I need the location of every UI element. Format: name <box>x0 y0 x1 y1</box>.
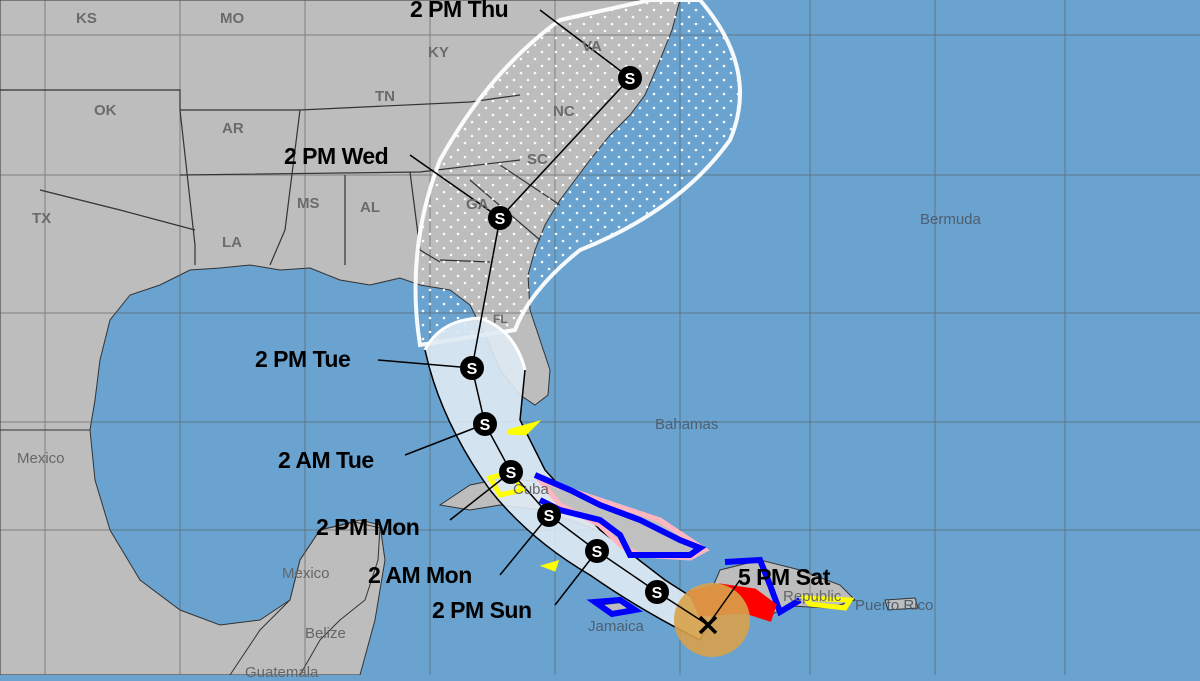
forecast-label-2pm-sun: 2 PM Sun <box>432 597 532 623</box>
tropical-storm-watch-keys <box>507 420 542 436</box>
tropical-storm-s-icon: S <box>537 503 561 527</box>
tropical-storm-watch-pr <box>799 595 855 611</box>
tropical-storm-s-icon: S <box>460 356 484 380</box>
storm-symbol-text: S <box>467 361 478 378</box>
tropical-storm-warning-hispaniola <box>724 556 802 617</box>
forecast-label-2pm-thu: 2 PM Thu <box>410 0 509 22</box>
tropical-storm-s-icon: S <box>499 460 523 484</box>
state-label-ar: AR <box>222 120 244 137</box>
forecast-label-2pm-mon: 2 PM Mon <box>316 514 420 540</box>
place-label-republic: Republic <box>783 588 842 605</box>
forecast-cone-outer <box>413 0 742 348</box>
state-label-sc: SC <box>527 151 548 168</box>
place-label-mexico-yucatan: Mexico <box>282 565 330 582</box>
storm-symbol-text: S <box>625 71 636 88</box>
tropical-storm-warning-cuba <box>533 472 707 558</box>
forecast-label-2pm-tue: 2 PM Tue <box>255 346 351 372</box>
place-label-jamaica: Jamaica <box>588 618 644 635</box>
state-label-tn: TN <box>375 88 395 105</box>
tropical-storm-s-icon: S <box>473 412 497 436</box>
state-label-fl: FL <box>493 312 508 326</box>
storm-symbol-text: S <box>652 585 663 602</box>
tropical-storm-s-icon: S <box>585 539 609 563</box>
state-label-ks: KS <box>76 10 97 27</box>
state-label-ok: OK <box>94 102 117 119</box>
place-label-puerto-rico: Puerto Rico <box>855 597 934 614</box>
place-label-belize: Belize <box>305 625 346 642</box>
place-label-mexico: Mexico <box>17 450 65 467</box>
state-label-va: VA <box>582 38 602 55</box>
state-label-nc: NC <box>553 103 575 120</box>
state-label-ga: GA <box>466 196 489 213</box>
tropical-storm-s-icon: S <box>618 66 642 90</box>
state-label-al: AL <box>360 199 380 216</box>
tropical-storm-s-icon: S <box>645 580 669 604</box>
tropical-storm-watch-cayman <box>539 559 560 572</box>
place-label-guatemala: Guatemala <box>245 664 319 681</box>
storm-symbol-text: S <box>544 508 555 525</box>
state-label-mo: MO <box>220 10 245 27</box>
state-label-la: LA <box>222 234 242 251</box>
state-label-tx: TX <box>32 210 52 227</box>
forecast-label-2am-tue: 2 AM Tue <box>278 447 374 473</box>
state-label-ms: MS <box>297 195 320 212</box>
storm-symbol-text: S <box>592 544 603 561</box>
tropical-storm-s-icon: S <box>488 206 512 230</box>
place-label-bermuda: Bermuda <box>920 211 981 228</box>
puerto-rico-landmass <box>884 597 919 611</box>
current-position-x-icon <box>698 615 718 635</box>
storm-symbol-text: S <box>480 417 491 434</box>
place-label-bahamas: Bahamas <box>655 416 719 433</box>
label-leader-lines <box>377 9 741 626</box>
storm-symbol-text: S <box>495 211 506 228</box>
forecast-label-2am-mon: 2 AM Mon <box>368 562 472 588</box>
storm-symbol-text: S <box>506 465 517 482</box>
forecast-label-2pm-wed: 2 PM Wed <box>284 143 389 169</box>
forecast-cone-white-edge <box>423 316 527 371</box>
place-label-cuba: Cuba <box>513 481 549 498</box>
tropical-storm-warning-jamaica <box>586 596 643 618</box>
state-label-ky: KY <box>428 44 449 61</box>
forecast-label-5pm-sat: 5 PM Sat <box>738 564 830 590</box>
